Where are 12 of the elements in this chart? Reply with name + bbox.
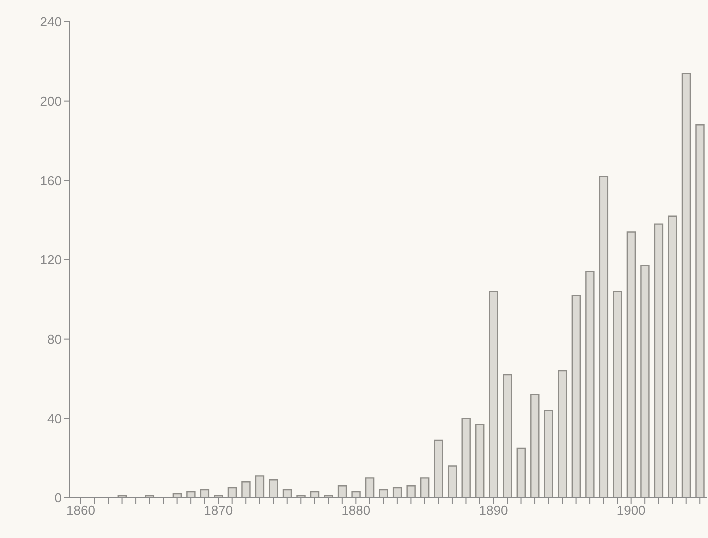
x-tick-label: 1860 [66,503,96,518]
y-tick-label: 120 [40,252,62,268]
x-tick-label: 1870 [204,503,234,518]
y-tick-label: 240 [40,14,62,30]
y-tick-label: 160 [40,173,62,188]
y-tick-label: 0 [54,490,62,506]
x-tick-label: 1900 [616,503,646,518]
y-tick-label: 200 [40,94,62,109]
y-tick-label: 40 [48,411,62,426]
x-tick-label: 1890 [479,503,508,518]
y-tick-label: 80 [48,332,62,347]
x-tick-label: 1880 [342,503,371,518]
